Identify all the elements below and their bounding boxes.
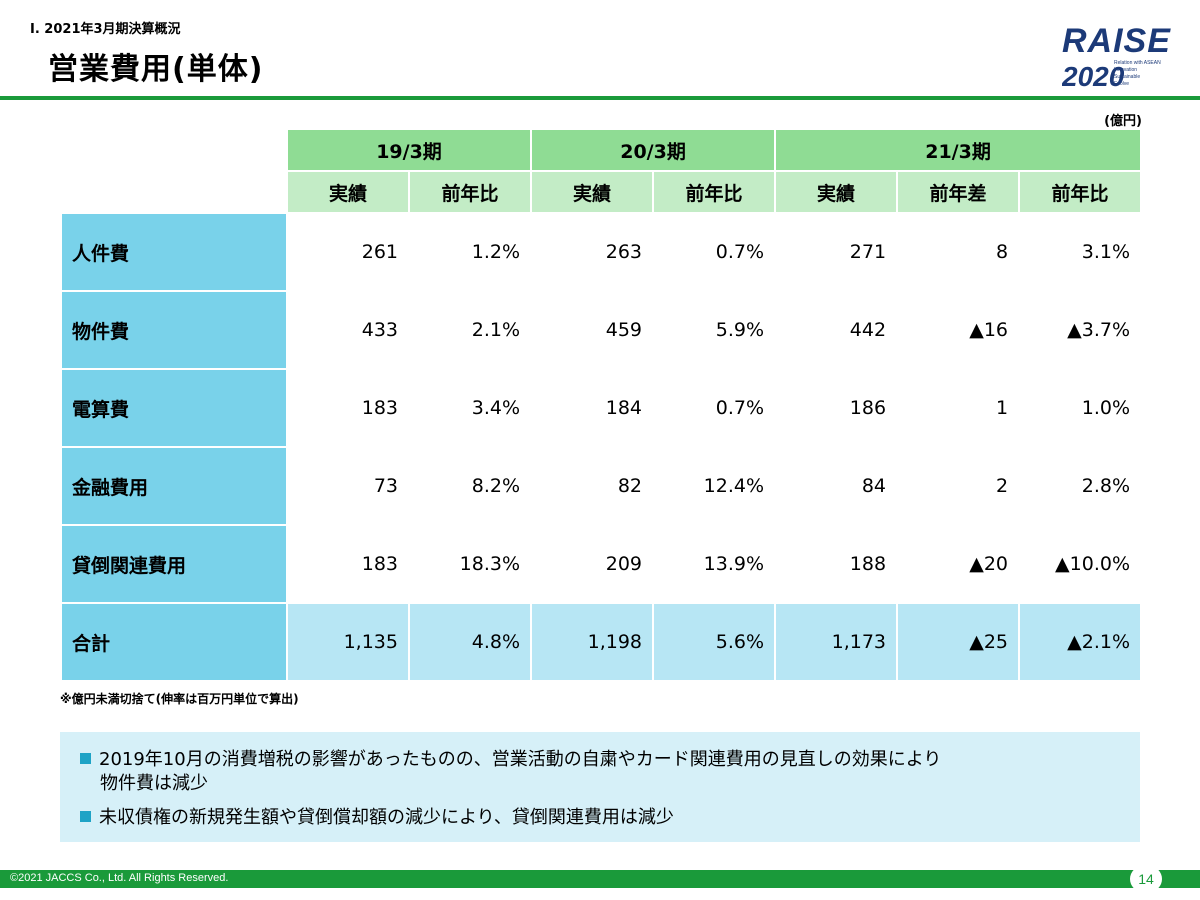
table-cell: ▲2.1% xyxy=(1018,602,1143,682)
table-cell: 4.8% xyxy=(407,602,533,682)
table-cell: 82 xyxy=(530,446,655,526)
table-cell: 0.7% xyxy=(652,212,777,292)
column-header: 実績 xyxy=(530,170,655,214)
column-header: 前年比 xyxy=(1018,170,1143,214)
column-header-row: 実績 前年比 実績 前年比 実績 前年差 前年比 xyxy=(60,170,1143,214)
column-header: 前年比 xyxy=(407,170,533,214)
table-cell: 84 xyxy=(774,446,899,526)
table-cell: 1 xyxy=(896,368,1021,448)
raise-2020-logo: RAISE 2020 Relation with ASEAN Innovatio… xyxy=(1062,22,1171,92)
table-cell: 3.1% xyxy=(1018,212,1143,292)
table-cell: 1,173 xyxy=(774,602,899,682)
row-label: 合計 xyxy=(60,602,288,682)
row-label: 金融費用 xyxy=(60,446,288,526)
operating-expenses-table: 19/3期 20/3期 21/3期 実績 前年比 実績 前年比 実績 前年差 前… xyxy=(60,128,1143,682)
table-cell: ▲10.0% xyxy=(1018,524,1143,604)
section-label: Ⅰ. 2021年3月期決算概況 xyxy=(30,22,181,37)
table-cell: 433 xyxy=(286,290,410,370)
period-header-row: 19/3期 20/3期 21/3期 xyxy=(60,128,1143,172)
unit-label: (億円) xyxy=(1104,114,1142,129)
column-header: 前年差 xyxy=(896,170,1021,214)
table-cell: 13.9% xyxy=(652,524,777,604)
period-header: 21/3期 xyxy=(774,128,1143,172)
table-cell: 263 xyxy=(530,212,655,292)
table-cell: 8 xyxy=(896,212,1021,292)
table-cell: 5.6% xyxy=(652,602,777,682)
copyright: ©2021 JACCS Co., Ltd. All Rights Reserve… xyxy=(10,872,229,884)
period-header: 19/3期 xyxy=(285,128,533,172)
bullet-text: 2019年10月の消費増税の影響があったものの、営業活動の自粛やカード関連費用の… xyxy=(99,749,942,770)
table-cell: 12.4% xyxy=(652,446,777,526)
footer-bar xyxy=(0,870,1200,888)
period-header: 20/3期 xyxy=(530,128,777,172)
table-cell: 188 xyxy=(774,524,899,604)
table-cell: 184 xyxy=(530,368,655,448)
table-cell: 2.8% xyxy=(1018,446,1143,526)
column-header: 前年比 xyxy=(652,170,777,214)
table-cell: 186 xyxy=(774,368,899,448)
table-cell: 2.1% xyxy=(407,290,533,370)
square-bullet-icon xyxy=(80,752,91,764)
table-cell: ▲20 xyxy=(896,524,1021,604)
summary-bullet: 未収債権の新規発生額や貸倒償却額の減少により、貸倒関連費用は減少 xyxy=(80,806,674,830)
table-cell: 459 xyxy=(530,290,655,370)
column-header: 実績 xyxy=(286,170,410,214)
footnote: ※億円未満切捨て(伸率は百万円単位で算出) xyxy=(60,692,299,706)
logo-year-text: 2020 xyxy=(1062,61,1125,92)
table-cell: 5.9% xyxy=(652,290,777,370)
table-cell: 261 xyxy=(286,212,410,292)
page-title: 営業費用(単体) xyxy=(48,52,264,87)
table-row: 物件費 433 2.1% 459 5.9% 442 ▲16 ▲3.7% xyxy=(60,290,1143,370)
row-label: 貸倒関連費用 xyxy=(60,524,288,604)
bullet-text: 未収債権の新規発生額や貸倒償却額の減少により、貸倒関連費用は減少 xyxy=(99,807,674,828)
column-header: 実績 xyxy=(774,170,899,214)
row-label: 物件費 xyxy=(60,290,288,370)
corner-cell xyxy=(60,170,288,214)
table-cell: 1,135 xyxy=(286,602,410,682)
table-cell: 271 xyxy=(774,212,899,292)
table-cell: 18.3% xyxy=(407,524,533,604)
table-cell: 2 xyxy=(896,446,1021,526)
table-cell: 1.2% xyxy=(407,212,533,292)
header-rule xyxy=(0,96,1200,100)
table-cell: 442 xyxy=(774,290,899,370)
page-number: 14 xyxy=(1130,866,1162,892)
logo-tagline-1: Relation with ASEAN xyxy=(1114,60,1161,66)
table-cell: 0.7% xyxy=(652,368,777,448)
table-row: 貸倒関連費用 183 18.3% 209 13.9% 188 ▲20 ▲10.0… xyxy=(60,524,1143,604)
row-label: 人件費 xyxy=(60,212,288,292)
table-cell: ▲25 xyxy=(896,602,1021,682)
summary-bullet: 2019年10月の消費増税の影響があったものの、営業活動の自粛やカード関連費用の… xyxy=(80,748,1130,796)
table-cell: 209 xyxy=(530,524,655,604)
table-cell: 183 xyxy=(286,368,410,448)
table-row: 人件費 261 1.2% 263 0.7% 271 8 3.1% xyxy=(60,212,1143,292)
corner-cell xyxy=(60,128,288,172)
logo-tagline-4: Evolve xyxy=(1114,81,1129,87)
logo-tagline-3: Sustainable xyxy=(1114,74,1140,80)
table-cell: ▲16 xyxy=(896,290,1021,370)
table-cell: 1.0% xyxy=(1018,368,1143,448)
table-cell: 183 xyxy=(286,524,410,604)
total-row: 合計 1,135 4.8% 1,198 5.6% 1,173 ▲25 ▲2.1% xyxy=(60,602,1143,682)
bullet-text-continued: 物件費は減少 xyxy=(100,773,208,794)
table-cell: 3.4% xyxy=(407,368,533,448)
square-bullet-icon xyxy=(80,810,91,822)
row-label: 電算費 xyxy=(60,368,288,448)
logo-tagline-2: Innovation xyxy=(1114,67,1137,73)
summary-box xyxy=(60,732,1140,842)
table-row: 金融費用 73 8.2% 82 12.4% 84 2 2.8% xyxy=(60,446,1143,526)
table-row: 電算費 183 3.4% 184 0.7% 186 1 1.0% xyxy=(60,368,1143,448)
table-cell: ▲3.7% xyxy=(1018,290,1143,370)
table-cell: 1,198 xyxy=(530,602,655,682)
table-cell: 73 xyxy=(286,446,410,526)
logo-raise-text: RAISE xyxy=(1062,22,1171,60)
table-cell: 8.2% xyxy=(407,446,533,526)
